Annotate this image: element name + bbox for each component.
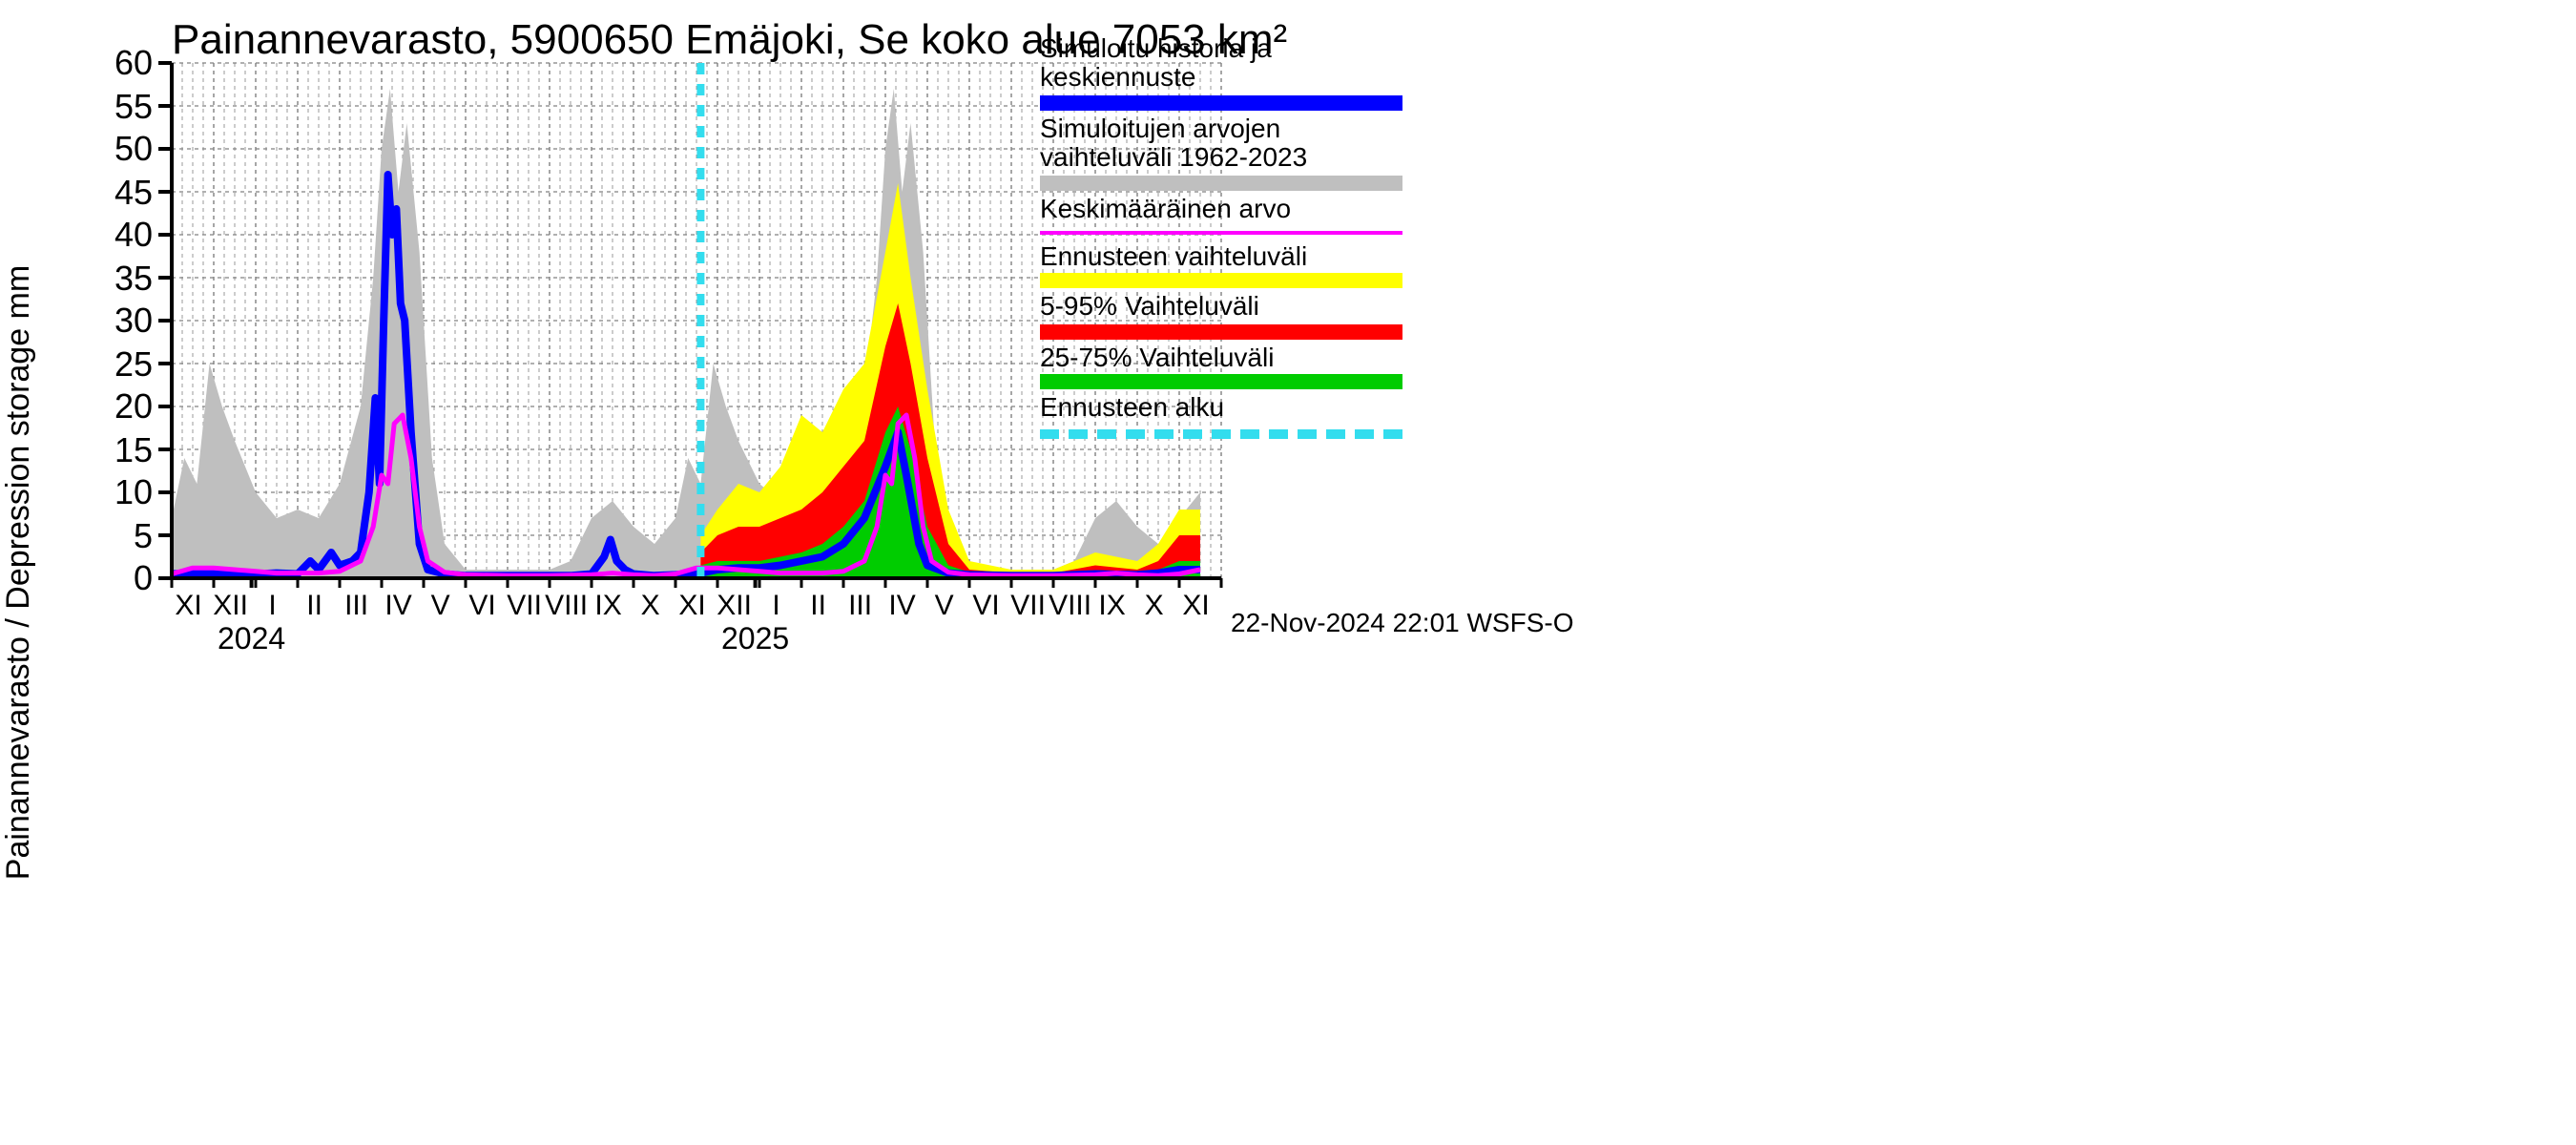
- x-tick-label: XI: [678, 590, 705, 622]
- x-tick-label: IV: [888, 590, 915, 622]
- legend-text: Ennusteen alku: [1040, 393, 1402, 423]
- x-tick-label: V: [935, 590, 954, 622]
- x-tick-label: XII: [717, 590, 752, 622]
- x-tick-label: IX: [594, 590, 621, 622]
- legend-item: Keskimääräinen arvo: [1040, 194, 1402, 235]
- year-label: 2024: [218, 624, 285, 658]
- legend-item: Simuloitu historia ja keskiennuste: [1040, 34, 1402, 111]
- x-tick-label: XII: [213, 590, 248, 622]
- y-tick-label: 15: [76, 430, 153, 470]
- x-tick-label: X: [641, 590, 660, 622]
- x-tick-label: VII: [1010, 590, 1046, 622]
- legend-text: Keskimääräinen arvo: [1040, 194, 1402, 223]
- x-tick-label: VI: [972, 590, 999, 622]
- x-tick-label: III: [344, 590, 368, 622]
- chart-timestamp: 22-Nov-2024 22:01 WSFS-O: [1231, 607, 1574, 637]
- x-tick-label: VIII: [1049, 590, 1091, 622]
- x-tick-label: VIII: [545, 590, 588, 622]
- legend-item: Ennusteen alku: [1040, 393, 1402, 438]
- x-tick-label: IX: [1098, 590, 1125, 622]
- legend-item: Ennusteen vaihteluväli: [1040, 242, 1402, 289]
- legend-text: 25-75% Vaihteluväli: [1040, 343, 1402, 372]
- legend-swatch: [1040, 428, 1402, 438]
- y-tick-label: 50: [76, 130, 153, 170]
- x-tick-label: VI: [468, 590, 495, 622]
- x-tick-label: II: [810, 590, 826, 622]
- y-tick-label: 25: [76, 344, 153, 385]
- legend-item: 25-75% Vaihteluväli: [1040, 343, 1402, 389]
- x-tick-label: I: [772, 590, 779, 622]
- legend-swatch: [1040, 231, 1402, 235]
- y-tick-label: 35: [76, 259, 153, 299]
- y-tick-label: 0: [76, 559, 153, 599]
- legend-swatch: [1040, 175, 1402, 190]
- legend-swatch: [1040, 95, 1402, 111]
- x-tick-label: VII: [507, 590, 542, 622]
- year-label: 2025: [721, 624, 789, 658]
- y-tick-label: 30: [76, 302, 153, 342]
- legend-swatch: [1040, 274, 1402, 289]
- chart-legend: Simuloitu historia ja keskiennuste Simulo…: [1040, 34, 1402, 442]
- legend-text: Ennusteen vaihteluväli: [1040, 242, 1402, 272]
- legend-swatch: [1040, 374, 1402, 389]
- y-tick-label: 10: [76, 473, 153, 513]
- legend-item: 5-95% Vaihteluväli: [1040, 293, 1402, 340]
- x-tick-label: III: [848, 590, 872, 622]
- y-tick-label: 55: [76, 87, 153, 127]
- x-tick-label: II: [306, 590, 322, 622]
- legend-text: Simuloitu historia ja keskiennuste: [1040, 34, 1402, 94]
- legend-item: Simuloitujen arvojen vaihteluväli 1962-2…: [1040, 114, 1402, 191]
- y-tick-label: 5: [76, 516, 153, 556]
- y-tick-label: 60: [76, 44, 153, 84]
- x-tick-label: IV: [384, 590, 411, 622]
- y-tick-label: 40: [76, 216, 153, 256]
- legend-text: Simuloitujen arvojen vaihteluväli 1962-2…: [1040, 114, 1402, 174]
- legend-swatch: [1040, 323, 1402, 339]
- x-tick-label: V: [431, 590, 450, 622]
- x-tick-label: X: [1145, 590, 1164, 622]
- x-tick-label: XI: [1182, 590, 1209, 622]
- x-tick-label: XI: [175, 590, 201, 622]
- y-tick-label: 45: [76, 173, 153, 213]
- x-tick-label: I: [268, 590, 276, 622]
- legend-text: 5-95% Vaihteluväli: [1040, 293, 1402, 323]
- y-tick-label: 20: [76, 387, 153, 427]
